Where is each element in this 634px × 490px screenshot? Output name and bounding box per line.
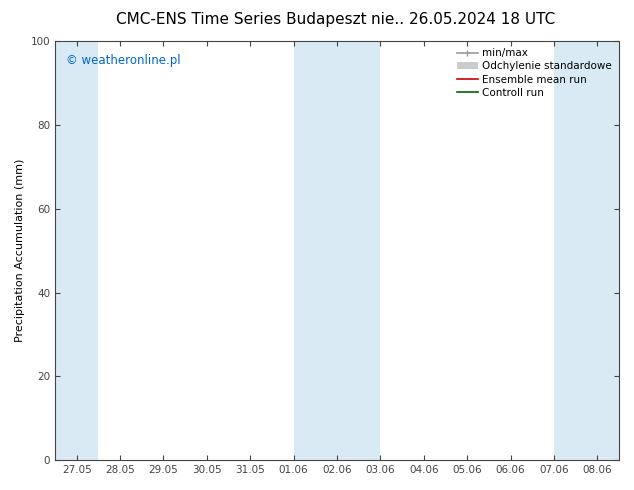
- Legend: min/max, Odchylenie standardowe, Ensemble mean run, Controll run: min/max, Odchylenie standardowe, Ensembl…: [455, 46, 614, 100]
- Bar: [55, 41, 98, 460]
- Text: © weatheronline.pl: © weatheronline.pl: [67, 53, 181, 67]
- Bar: [294, 41, 380, 460]
- Y-axis label: Precipitation Accumulation (mm): Precipitation Accumulation (mm): [15, 159, 25, 343]
- Text: CMC-ENS Time Series Budapeszt: CMC-ENS Time Series Budapeszt: [115, 12, 366, 27]
- Bar: [554, 41, 619, 460]
- Text: nie.. 26.05.2024 18 UTC: nie.. 26.05.2024 18 UTC: [371, 12, 555, 27]
